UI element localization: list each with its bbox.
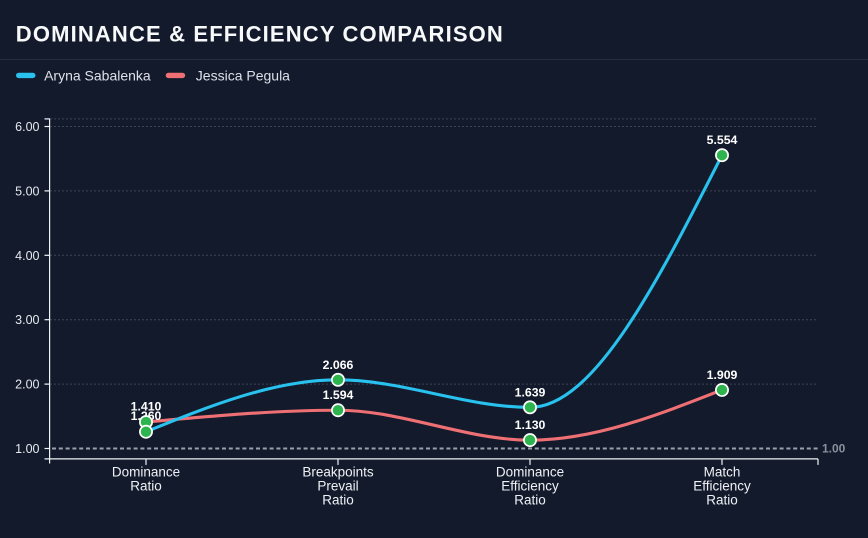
svg-text:Aryna Sabalenka: Aryna Sabalenka: [44, 67, 151, 83]
svg-text:1.594: 1.594: [323, 388, 354, 402]
svg-text:1.909: 1.909: [707, 368, 738, 382]
svg-text:Efficiency: Efficiency: [501, 478, 559, 493]
svg-text:Breakpoints: Breakpoints: [302, 464, 374, 479]
svg-text:DOMINANCE & EFFICIENCY COMPARI: DOMINANCE & EFFICIENCY COMPARISON: [16, 21, 504, 46]
svg-text:Match: Match: [704, 464, 741, 479]
svg-text:Dominance: Dominance: [496, 464, 564, 479]
svg-text:Dominance: Dominance: [112, 464, 180, 479]
svg-text:4.00: 4.00: [15, 249, 39, 263]
svg-text:5.554: 5.554: [707, 133, 738, 147]
svg-text:1.410: 1.410: [131, 400, 162, 414]
svg-text:Ratio: Ratio: [130, 478, 162, 493]
svg-text:Ratio: Ratio: [514, 492, 546, 507]
svg-text:5.00: 5.00: [15, 184, 39, 198]
svg-text:2.066: 2.066: [323, 358, 354, 372]
svg-text:1.130: 1.130: [515, 418, 546, 432]
svg-text:Prevail: Prevail: [317, 478, 358, 493]
svg-text:1.00: 1.00: [15, 442, 39, 456]
svg-text:Efficiency: Efficiency: [693, 478, 751, 493]
svg-text:6.00: 6.00: [15, 120, 39, 134]
svg-text:Jessica Pegula: Jessica Pegula: [196, 67, 290, 83]
svg-text:1.00: 1.00: [822, 442, 846, 456]
svg-text:2.00: 2.00: [15, 378, 39, 392]
svg-text:Ratio: Ratio: [322, 492, 354, 507]
svg-text:Ratio: Ratio: [706, 492, 738, 507]
svg-text:1.639: 1.639: [515, 385, 546, 399]
svg-text:3.00: 3.00: [15, 313, 39, 327]
